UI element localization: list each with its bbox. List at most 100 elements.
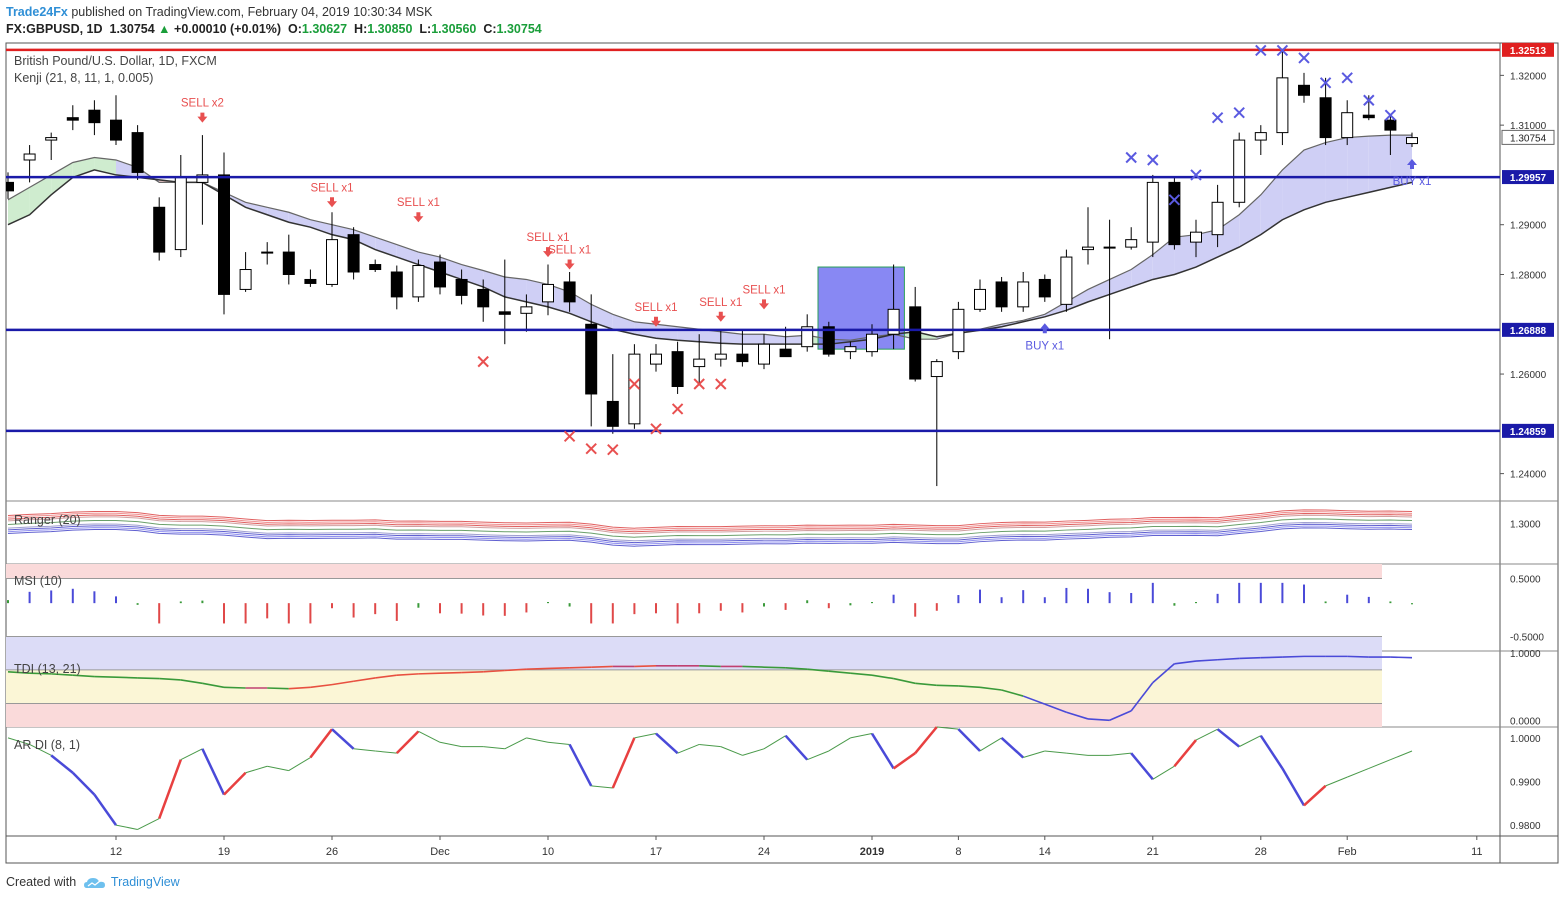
candle-body (1341, 112, 1354, 139)
tdi-line-segment (1152, 663, 1175, 684)
y-tick-label: 1.26000 (1510, 370, 1547, 381)
candle-body (390, 271, 403, 298)
ardi-line-segment (115, 824, 138, 830)
ardi-line-segment (807, 750, 829, 761)
sell-signal-label: SELL x1 (742, 284, 785, 296)
x-tick-label: Dec (430, 846, 450, 858)
tdi-line-segment (51, 673, 73, 677)
tdi-line-segment (461, 671, 484, 674)
candle-body (1298, 84, 1310, 96)
candle-body (1103, 246, 1116, 249)
candle-body (1146, 181, 1159, 243)
candle-body (585, 323, 598, 395)
tradingview-link[interactable]: TradingView (110, 875, 180, 889)
ardi-y-tick-label: 0.9800 (1510, 821, 1541, 832)
candle-body (66, 117, 79, 121)
blue-cross-marker (1276, 44, 1289, 57)
kenji-cloud-segment (267, 207, 289, 223)
ardi-line-segment (93, 793, 118, 826)
last-price-tag (1501, 129, 1555, 145)
candle-body (801, 326, 814, 348)
ardi-line-segment (375, 750, 397, 754)
kenji-cloud-segment (720, 331, 743, 345)
publisher-link[interactable]: Trade24Fx (6, 5, 68, 19)
candle-body (866, 333, 878, 353)
ardi-y-tick-label: 1.0000 (1510, 734, 1541, 745)
candle-body (477, 288, 490, 308)
footer: Created with TradingView (6, 875, 180, 889)
x-tick-label: Feb (1338, 846, 1357, 858)
ardi-line-segment (29, 743, 52, 756)
kenji-cloud-segment (656, 324, 678, 341)
msi-title: MSI (10) (14, 574, 62, 588)
tdi-line-segment (310, 683, 333, 689)
candle-body (1319, 97, 1332, 139)
blue-cross-marker (1168, 194, 1181, 206)
ardi-line-segment (1130, 752, 1154, 781)
level-price-tag (1502, 423, 1554, 438)
sell-signal-label: SELL x1 (634, 302, 677, 314)
sell-arrow-icon (327, 197, 337, 208)
x-tick-label: 21 (1147, 846, 1159, 858)
x-tick-label: 26 (326, 846, 338, 858)
tdi-line-segment (979, 686, 1002, 691)
ranger-band-line (7, 527, 1413, 547)
ardi-line-segment (1259, 735, 1284, 770)
tdi-line-segment (1130, 682, 1154, 712)
tdi-line-segment (504, 668, 527, 672)
candle-body (930, 361, 943, 378)
ardi-line-segment (331, 728, 355, 750)
kenji-cloud-segment (1282, 150, 1304, 220)
tdi-line-segment (1022, 695, 1046, 705)
candle-body (1362, 114, 1375, 119)
candle-body (671, 351, 684, 387)
kenji-cloud-segment (699, 329, 721, 344)
candle-body (606, 400, 619, 427)
buy-signal-label: BUY x1 (1393, 176, 1432, 188)
low-label: L: (419, 22, 432, 36)
ardi-line-segment (547, 741, 570, 745)
tdi-line-segment (1044, 703, 1067, 713)
ardi-line-segment (1000, 736, 1025, 759)
tdi-line-segment (1087, 718, 1110, 722)
candle-body (347, 234, 360, 273)
tdi-line-segment (591, 665, 613, 668)
ardi-line-segment (201, 748, 226, 796)
tdi-line-segment (763, 666, 786, 669)
ardi-line-segment (7, 737, 30, 745)
level-price-tag (1502, 170, 1554, 185)
tdi-line-segment (288, 686, 311, 690)
ardi-line-segment (137, 818, 160, 830)
kenji-cloud-segment (116, 159, 138, 178)
change-value: +0.00010 (+0.01%) (174, 22, 282, 36)
kenji-cloud-segment (504, 276, 527, 302)
ranger-title: Ranger (20) (14, 513, 81, 527)
tdi-line-segment (418, 672, 441, 675)
sell-signal-label: SELL x1 (526, 232, 569, 244)
tdi-line-segment (785, 667, 808, 670)
candle-body (822, 326, 835, 355)
ardi-line-segment (742, 748, 765, 756)
candle-body (693, 358, 706, 368)
close-value: 1.30754 (496, 22, 542, 36)
red-cross-marker (693, 378, 705, 390)
ardi-line-segment (763, 735, 786, 750)
candle-body (6, 181, 14, 192)
tdi-line-segment (850, 672, 873, 677)
ranger-y-tick-label: 1.3000 (1510, 520, 1541, 531)
blue-cross-marker (1125, 151, 1137, 164)
close-label: C: (483, 22, 497, 36)
indicator-title: Kenji (21, 8, 11, 1, 0.005) (14, 71, 153, 85)
msi-lower-zone (6, 636, 1382, 651)
ardi-line-segment (309, 728, 333, 759)
tdi-line-segment (1282, 655, 1305, 658)
tdi-line-segment (547, 667, 570, 670)
high-value: 1.30850 (367, 22, 413, 36)
tdi-line-segment (893, 677, 916, 685)
tdi-line-segment (915, 682, 937, 687)
ardi-line-segment (50, 754, 74, 774)
blue-cross-marker (1233, 106, 1245, 119)
tdi-line-segment (634, 664, 657, 668)
ardi-line-segment (418, 730, 441, 743)
